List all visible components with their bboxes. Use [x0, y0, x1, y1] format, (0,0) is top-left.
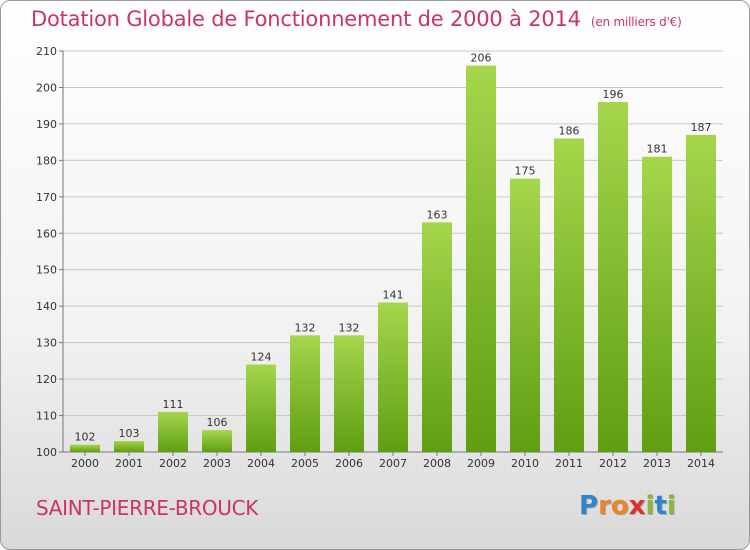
bar [466, 65, 496, 452]
bar-value-label: 111 [163, 398, 184, 411]
bar [422, 222, 452, 452]
bar [114, 441, 144, 452]
x-tick-label: 2001 [115, 457, 143, 470]
x-tick-label: 2006 [335, 457, 363, 470]
bar-value-label: 103 [119, 427, 140, 440]
x-tick-label: 2013 [643, 457, 671, 470]
bar-value-label: 132 [339, 321, 360, 334]
bar-value-label: 196 [603, 88, 624, 101]
y-tick-label: 150 [36, 264, 57, 277]
x-tick-label: 2012 [599, 457, 627, 470]
bar [598, 102, 628, 452]
x-tick-label: 2003 [203, 457, 231, 470]
y-tick-label: 120 [36, 373, 57, 386]
x-tick-label: 2002 [159, 457, 187, 470]
bar [510, 178, 540, 452]
bar [70, 444, 100, 452]
chart-title-text: Dotation Globale de Fonctionnement de 20… [31, 7, 581, 31]
bar [686, 134, 716, 452]
x-tick-label: 2004 [247, 457, 275, 470]
bar [158, 411, 188, 452]
x-tick-label: 2011 [555, 457, 583, 470]
logo-letter: i [645, 491, 655, 521]
logo-letter: P [579, 491, 599, 521]
y-tick-label: 160 [36, 227, 57, 240]
y-tick-label: 130 [36, 337, 57, 350]
x-tick-label: 2007 [379, 457, 407, 470]
commune-name: SAINT-PIERRE-BROUCK [36, 496, 259, 520]
proxiti-logo: Proxiti [579, 491, 676, 521]
y-tick-label: 200 [36, 81, 57, 94]
bar-value-label: 124 [251, 351, 272, 364]
logo-letter: x [628, 491, 646, 521]
bar-value-label: 102 [75, 431, 96, 444]
bar [290, 335, 320, 452]
x-tick-label: 2010 [511, 457, 539, 470]
x-tick-label: 2000 [71, 457, 99, 470]
y-tick-label: 190 [36, 118, 57, 131]
y-tick-label: 170 [36, 191, 57, 204]
bar [642, 156, 672, 452]
logo-letter: o [610, 491, 629, 521]
bar-value-label: 181 [647, 143, 668, 156]
x-tick-label: 2009 [467, 457, 495, 470]
bar-value-label: 175 [515, 165, 536, 178]
bar-value-label: 141 [383, 289, 404, 302]
x-tick-label: 2014 [687, 457, 715, 470]
y-tick-label: 180 [36, 154, 57, 167]
y-tick-label: 140 [36, 300, 57, 313]
logo-letter: i [666, 491, 676, 521]
x-tick-label: 2005 [291, 457, 319, 470]
bar [378, 302, 408, 452]
bar [334, 335, 364, 452]
bar-value-label: 186 [559, 124, 580, 137]
chart-subtitle: (en milliers d'€) [590, 15, 682, 29]
bar-value-label: 163 [427, 208, 448, 221]
bar-value-label: 132 [295, 321, 316, 334]
logo-letter: r [598, 491, 611, 521]
y-tick-label: 110 [36, 410, 57, 423]
bar [554, 138, 584, 452]
x-tick-label: 2008 [423, 457, 451, 470]
bar-value-label: 187 [691, 121, 712, 134]
bar-value-label: 106 [207, 416, 228, 429]
logo-letter: t [654, 491, 667, 521]
bar [202, 430, 232, 452]
bar-value-label: 206 [471, 52, 492, 65]
bar [246, 364, 276, 452]
y-tick-label: 210 [36, 45, 57, 58]
chart-title: Dotation Globale de Fonctionnement de 20… [31, 7, 682, 31]
y-tick-label: 100 [36, 446, 57, 459]
